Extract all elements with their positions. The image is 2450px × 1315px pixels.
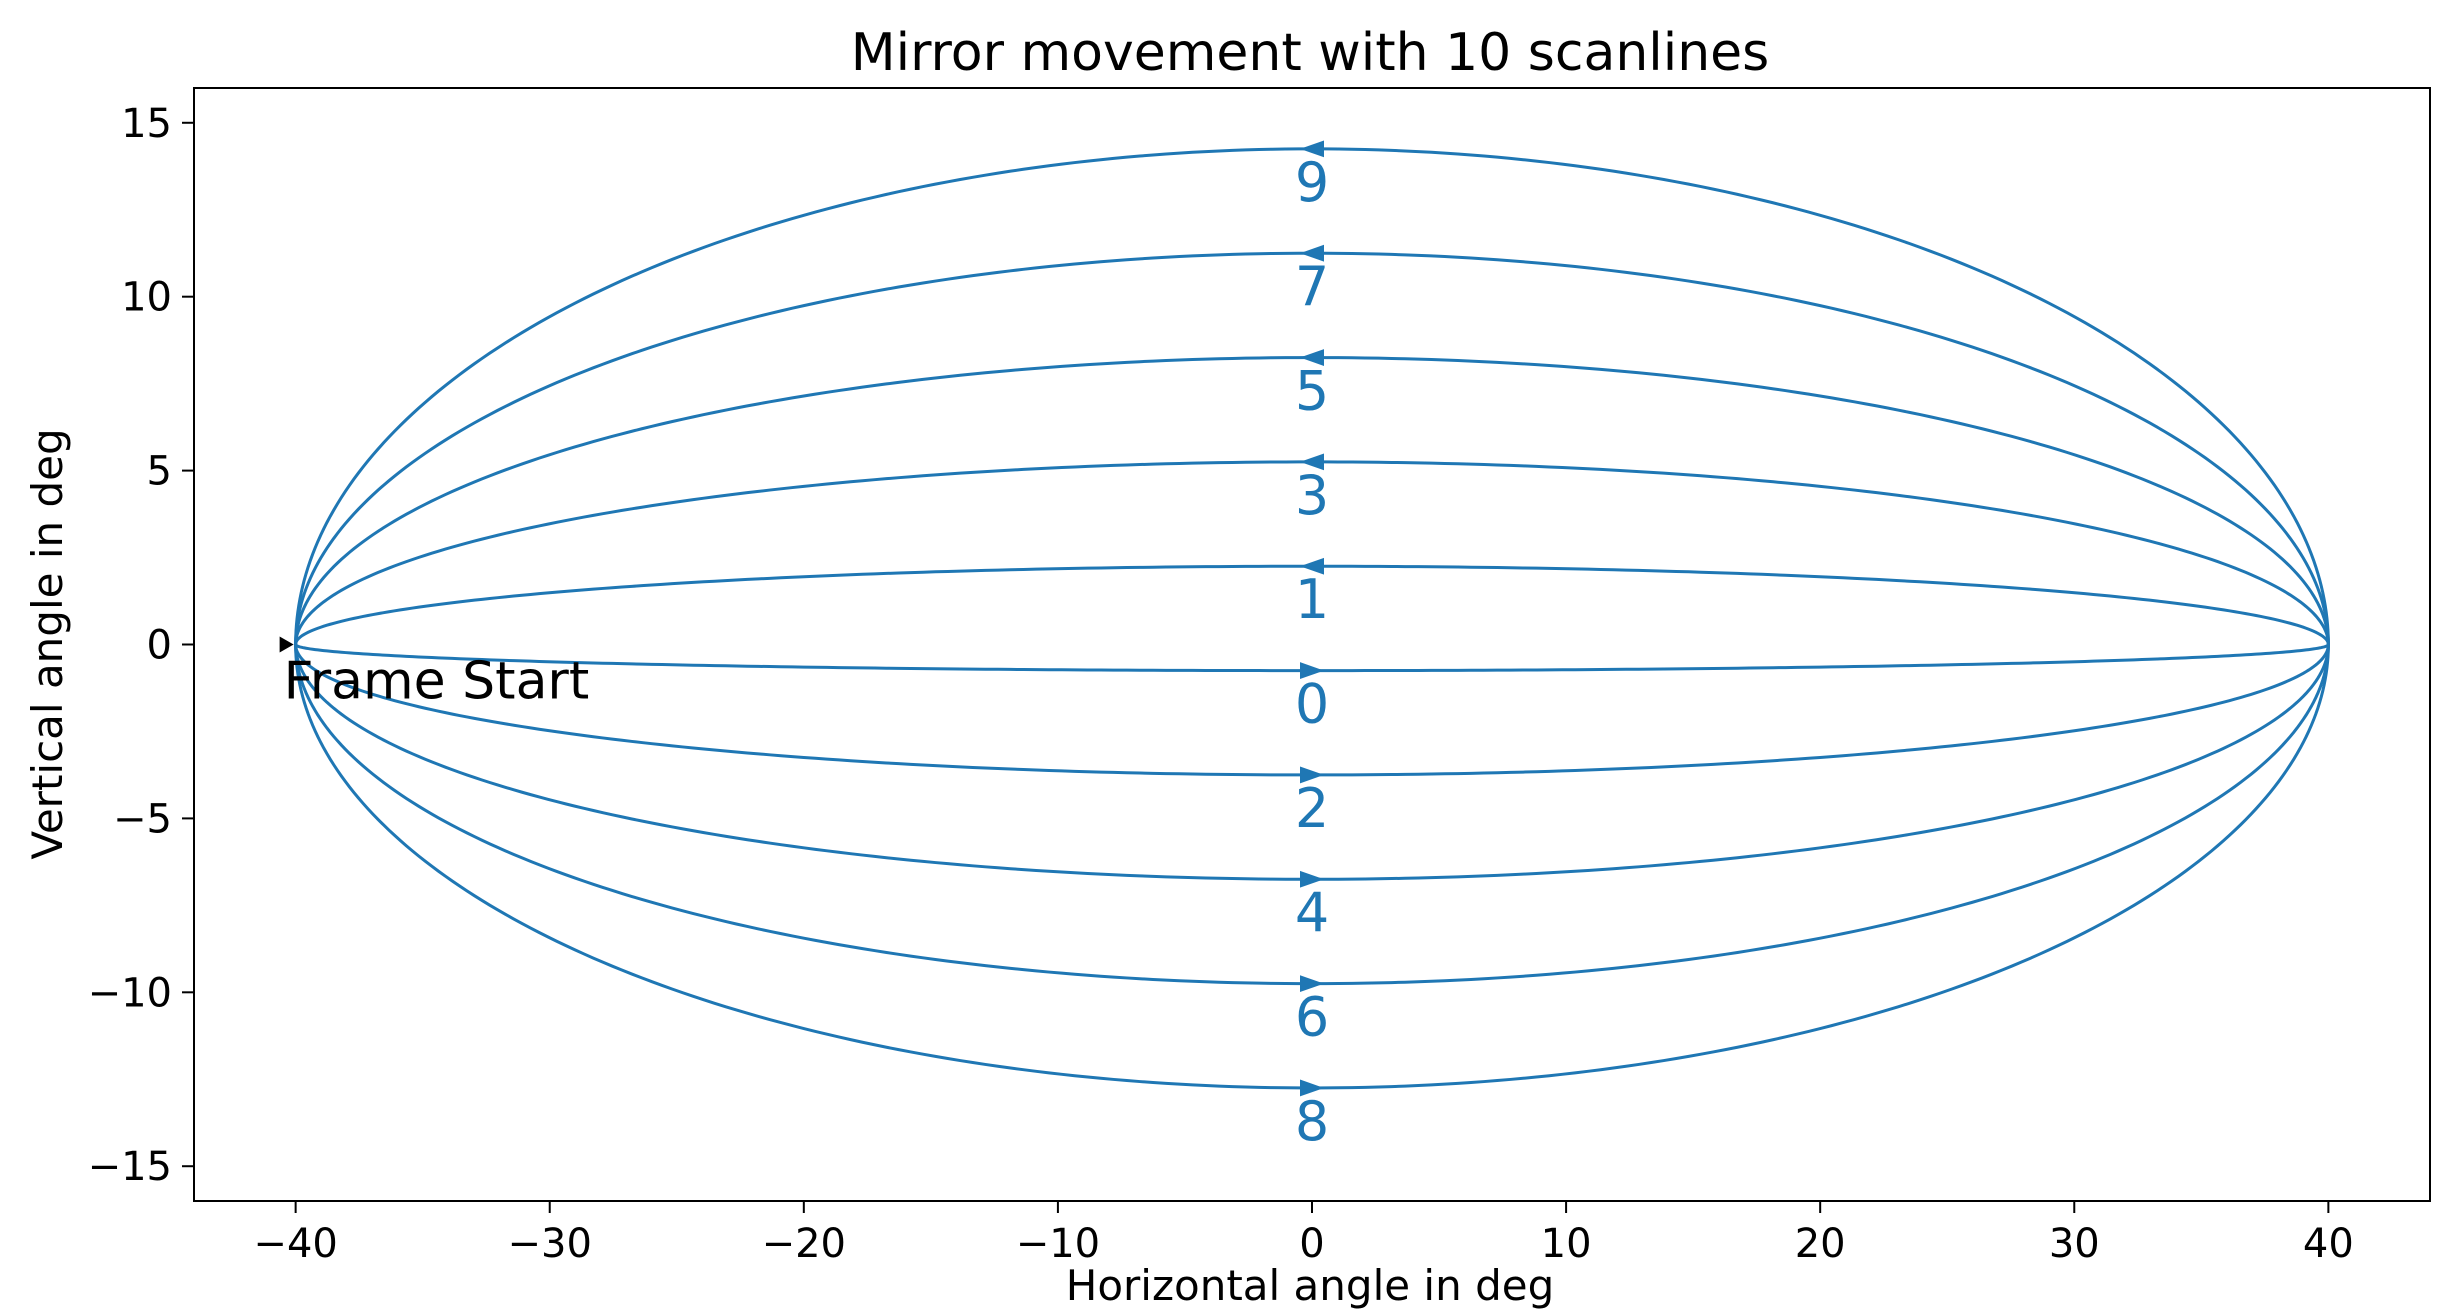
scanline-6-label: 6: [1295, 986, 1329, 1049]
x-tick-label: −30: [508, 1221, 592, 1267]
scanline-8-label: 8: [1295, 1090, 1329, 1153]
x-tick-label: 20: [1795, 1221, 1846, 1267]
scanline-0-label: 0: [1295, 673, 1329, 736]
scanline-7-label: 7: [1295, 255, 1329, 318]
x-tick-label: −20: [762, 1221, 846, 1267]
scanline-5-label: 5: [1295, 360, 1329, 423]
y-tick-label: −10: [88, 970, 172, 1016]
chart-title: Mirror movement with 10 scanlines: [851, 23, 1769, 83]
x-tick-label: 10: [1541, 1221, 1592, 1267]
scanline-8-arrow: [1300, 1079, 1324, 1097]
x-tick-label: 0: [1299, 1221, 1324, 1267]
y-axis: −15 −10 −5 0 5 10 15: [88, 101, 194, 1190]
scanline-2-label: 2: [1295, 777, 1329, 840]
scanline-1-label: 1: [1295, 568, 1329, 631]
x-tick-label: 40: [2303, 1221, 2354, 1267]
y-axis-label: Vertical angle in deg: [23, 428, 72, 859]
scanline-3-label: 3: [1295, 464, 1329, 527]
frame-start-marker: [279, 636, 294, 653]
plot-area: 0 1 2 3 4 5 6 7 8 9 Frame Start: [279, 140, 2330, 1153]
scanline-9-label: 9: [1295, 151, 1329, 214]
x-axis: −40 −30 −20 −10 0 10 20 30 40: [253, 1201, 2354, 1267]
y-tick-label: 10: [121, 275, 172, 321]
y-tick-label: −15: [88, 1144, 172, 1190]
y-tick-label: 15: [121, 101, 172, 147]
scanline-0-arrow: [1300, 662, 1324, 679]
y-tick-label: 0: [147, 623, 172, 669]
scanline-1-arrow: [1300, 557, 1324, 575]
scanline-6-arrow: [1300, 975, 1324, 993]
scanline-4-arrow: [1300, 870, 1324, 888]
x-tick-label: 30: [2049, 1221, 2100, 1267]
y-tick-label: −5: [113, 796, 172, 842]
scanline-3-arrow: [1300, 453, 1324, 471]
x-axis-label: Horizontal angle in deg: [1066, 1261, 1554, 1310]
y-tick-label: 5: [147, 449, 172, 495]
scanline-7-arrow: [1300, 244, 1324, 262]
x-tick-label: −10: [1016, 1221, 1100, 1267]
x-tick-label: −40: [253, 1221, 337, 1267]
scanline-5-arrow: [1300, 349, 1324, 366]
scanline-4-label: 4: [1295, 881, 1329, 944]
scanline-2-arrow: [1300, 766, 1324, 784]
scanline-9-arrow: [1300, 140, 1324, 158]
frame-start-label: Frame Start: [284, 652, 590, 712]
